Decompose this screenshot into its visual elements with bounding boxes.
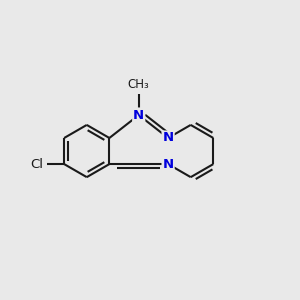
Text: Cl: Cl xyxy=(30,158,43,171)
Text: N: N xyxy=(163,131,174,145)
Text: N: N xyxy=(163,158,174,171)
Text: CH₃: CH₃ xyxy=(128,78,150,91)
Text: N: N xyxy=(133,109,144,122)
